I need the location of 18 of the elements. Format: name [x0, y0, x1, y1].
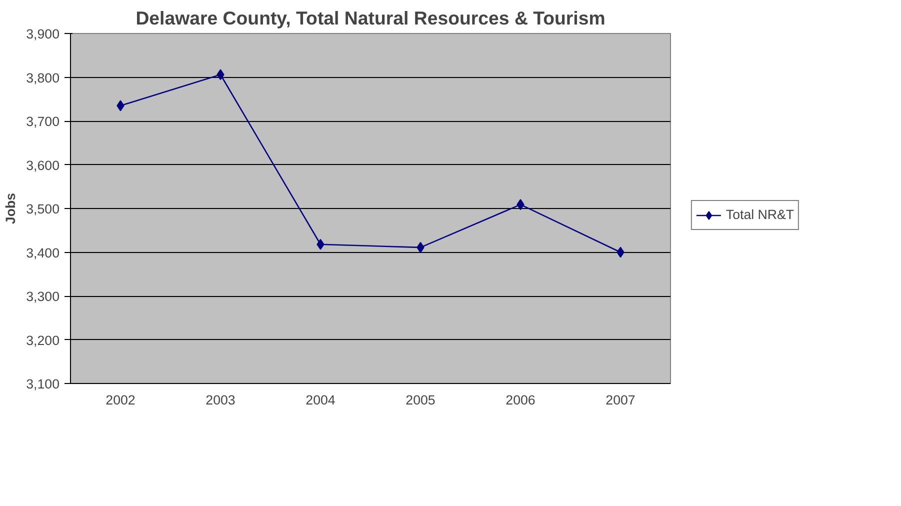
y-axis-title: Jobs — [3, 192, 18, 224]
x-tick-label: 2003 — [206, 392, 236, 408]
x-tick-label: 2007 — [606, 392, 636, 408]
x-tick-label: 2006 — [506, 392, 536, 408]
y-tick-label: 3,700 — [26, 114, 60, 129]
y-tick-label: 3,300 — [26, 289, 60, 304]
chart-title: Delaware County, Total Natural Resources & Tourism — [136, 8, 606, 28]
y-tick-label: 3,500 — [26, 202, 60, 216]
y-tick-label: 3,900 — [26, 26, 60, 42]
x-tick-label: 2005 — [406, 392, 436, 408]
y-tick-label: 3,200 — [26, 332, 60, 348]
x-tick-label: 2002 — [106, 392, 136, 408]
x-tick-label: 2004 — [306, 392, 336, 408]
y-tick-label: 3,600 — [26, 158, 60, 173]
legend-label: Total NR&T — [726, 207, 794, 222]
y-tick-label: 3,800 — [26, 70, 60, 86]
y-tick-label: 3,400 — [26, 245, 60, 260]
y-tick-label: 3,100 — [26, 376, 60, 392]
